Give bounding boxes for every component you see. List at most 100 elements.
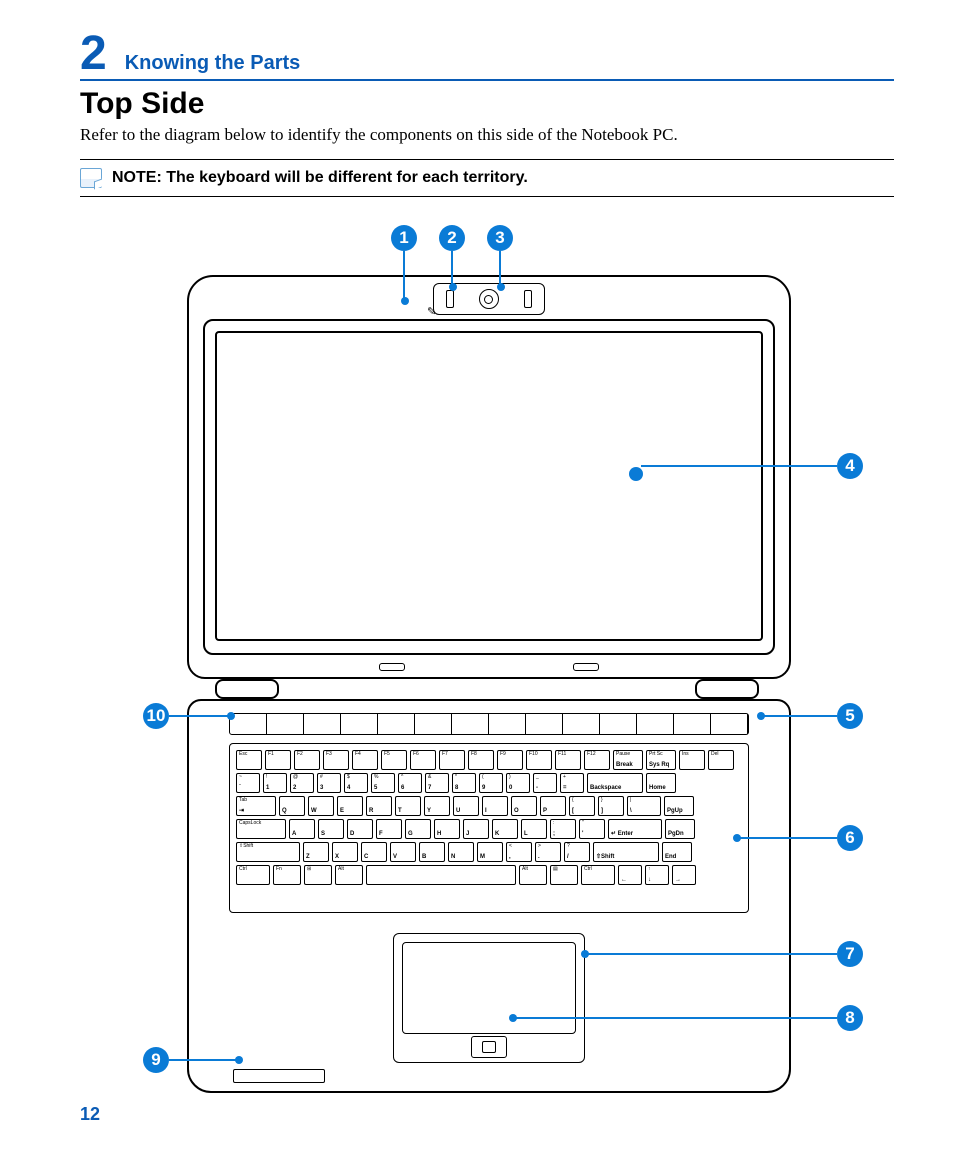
chapter-number: 2: [80, 30, 107, 78]
key: Q: [279, 796, 305, 816]
key: !1: [263, 773, 287, 793]
key: ~`: [236, 773, 260, 793]
key: J: [463, 819, 489, 839]
manual-page: 2 Knowing the Parts Top Side Refer to th…: [0, 0, 954, 1155]
key: F4: [352, 750, 378, 770]
callout-2: 2: [439, 225, 465, 251]
camera-lens-icon: [479, 289, 499, 309]
key: C: [361, 842, 387, 862]
key: ←: [618, 865, 642, 885]
key: S: [318, 819, 344, 839]
key: Y: [424, 796, 450, 816]
leader-dot: [497, 283, 505, 291]
key: ▤: [550, 865, 578, 885]
key: F12: [584, 750, 610, 770]
callout-7: 7: [837, 941, 863, 967]
key: ↵ Enter: [608, 819, 662, 839]
key: &7: [425, 773, 449, 793]
key: M: [477, 842, 503, 862]
key: P: [540, 796, 566, 816]
keyboard-row: CtrlFn⊞AltAlt▤Ctrl←↑↓→: [236, 865, 742, 885]
key: Home: [646, 773, 676, 793]
callout-3: 3: [487, 225, 513, 251]
key: CapsLock: [236, 819, 286, 839]
key: Alt: [519, 865, 547, 885]
key: K: [492, 819, 518, 839]
key: F1: [265, 750, 291, 770]
key: F5: [381, 750, 407, 770]
key: U: [453, 796, 479, 816]
key: <,: [506, 842, 532, 862]
key: Fn: [273, 865, 301, 885]
key: G: [405, 819, 431, 839]
leader-line: [737, 837, 837, 839]
keyboard-row: EscF1F2F3F4F5F6F7F8F9F10F11F12PauseBreak…: [236, 750, 742, 770]
leader-dot: [401, 297, 409, 305]
display-callout-anchor: [629, 467, 643, 481]
leader-dot: [581, 950, 589, 958]
leader-dot: [449, 283, 457, 291]
key: Del: [708, 750, 734, 770]
key: }]: [598, 796, 624, 816]
hinge-right: [695, 679, 759, 699]
key: I: [482, 796, 508, 816]
microphone-icon: ✎: [427, 305, 436, 318]
key: :;: [550, 819, 576, 839]
key: "': [579, 819, 605, 839]
note-icon: [80, 168, 102, 188]
key: >.: [535, 842, 561, 862]
keyboard-row: Tab⇥QWERTYUIOP{[}]|\PgUp: [236, 796, 742, 816]
key: O: [511, 796, 537, 816]
leader-dot: [757, 712, 765, 720]
key: |\: [627, 796, 661, 816]
key: PauseBreak: [613, 750, 643, 770]
key: Ins: [679, 750, 705, 770]
callout-4: 4: [837, 453, 863, 479]
leader-line: [451, 251, 453, 285]
key: ?/: [564, 842, 590, 862]
leader-dot: [733, 834, 741, 842]
key: V: [390, 842, 416, 862]
key: *8: [452, 773, 476, 793]
leader-line: [641, 465, 837, 467]
key: Alt: [335, 865, 363, 885]
key: PgDn: [665, 819, 695, 839]
key: X: [332, 842, 358, 862]
camera-slot-left: [446, 290, 454, 308]
leader-dot: [509, 1014, 517, 1022]
laptop-illustration: ✎ EscF1F2F3F4F5F6F7F8F9F10F11F12PauseBre…: [187, 275, 787, 1093]
touchpad: [402, 942, 576, 1034]
hinge-left: [215, 679, 279, 699]
leader-line: [585, 953, 837, 955]
callout-9: 9: [143, 1047, 169, 1073]
leader-line: [499, 251, 501, 285]
leader-line: [169, 715, 229, 717]
leader-line: [759, 715, 837, 717]
key: F9: [497, 750, 523, 770]
key: F: [376, 819, 402, 839]
keyboard-row: ~`!1@2#3$4%5^6&7*8(9)0_-+=BackspaceHome: [236, 773, 742, 793]
key: #3: [317, 773, 341, 793]
keyboard: EscF1F2F3F4F5F6F7F8F9F10F11F12PauseBreak…: [229, 743, 749, 913]
key: H: [434, 819, 460, 839]
key: L: [521, 819, 547, 839]
key: W: [308, 796, 334, 816]
bezel-slot-left: [379, 663, 405, 671]
key: ⊞: [304, 865, 332, 885]
callout-10: 10: [143, 703, 169, 729]
callout-5: 5: [837, 703, 863, 729]
keyboard-row: CapsLockASDFGHJKL:;"'↵ EnterPgDn: [236, 819, 742, 839]
display-panel: [215, 331, 763, 641]
fingerprint-reader: [471, 1036, 507, 1058]
key: %5: [371, 773, 395, 793]
key: E: [337, 796, 363, 816]
key: Esc: [236, 750, 262, 770]
camera-slot-right: [524, 290, 532, 308]
leader-line: [513, 1017, 837, 1019]
key: N: [448, 842, 474, 862]
key: ⇧Shift: [593, 842, 659, 862]
keyboard-row: ⇧ShiftZXCVBNM<,>.?/⇧ShiftEnd: [236, 842, 742, 862]
callout-6: 6: [837, 825, 863, 851]
key: +=: [560, 773, 584, 793]
key: Backspace: [587, 773, 643, 793]
